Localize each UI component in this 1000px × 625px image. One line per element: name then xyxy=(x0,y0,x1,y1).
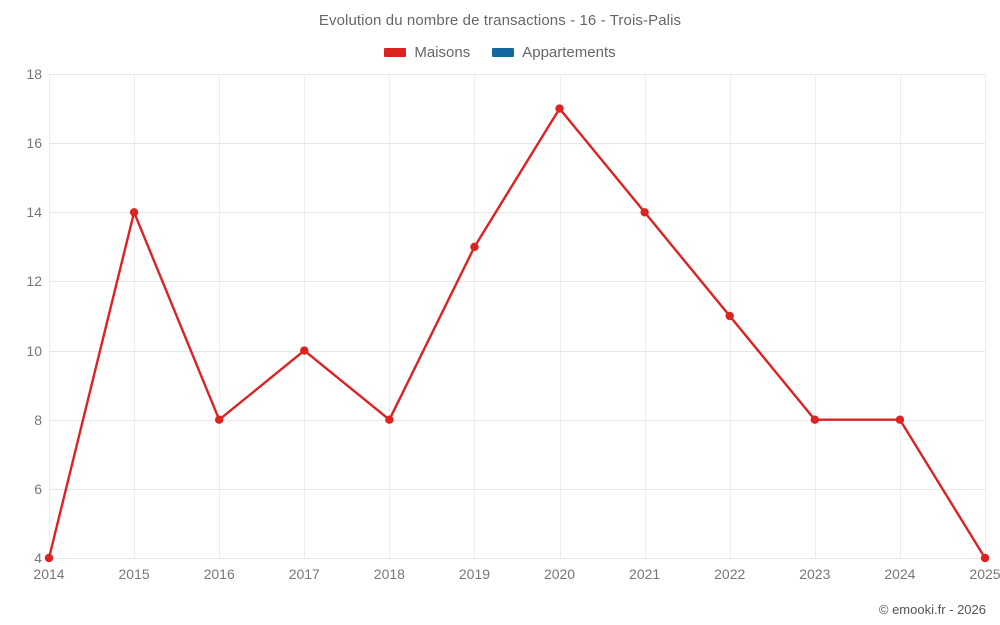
x-tick-label: 2023 xyxy=(799,566,831,582)
legend-item-label: Appartements xyxy=(522,44,616,61)
legend-item-appartements[interactable]: Appartements xyxy=(492,44,616,61)
x-tick-label: 2020 xyxy=(543,566,576,582)
x-axis: 2014 2015 2016 2017 2018 2019 2020 2021 2022 2023… xyxy=(33,566,1000,588)
data-point-marker[interactable] xyxy=(980,553,990,563)
x-tick-label: 2019 xyxy=(458,566,491,582)
legend-item-maisons[interactable]: Maisons xyxy=(384,44,470,61)
x-tick-label: 2014 xyxy=(33,566,65,582)
series-line-maisons xyxy=(47,107,987,560)
x-tick-label: 2015 xyxy=(118,566,150,582)
gridline-horizontal xyxy=(49,74,985,75)
series-layer xyxy=(44,104,990,563)
legend-swatch-icon xyxy=(384,48,407,57)
plot-area xyxy=(44,74,990,563)
gridline-vertical xyxy=(559,74,561,558)
gridline-horizontal xyxy=(49,143,985,145)
gridline-vertical xyxy=(644,74,646,558)
gridline-vertical xyxy=(304,74,306,558)
chart-title: Evolution du nombre de transactions - 16… xyxy=(318,12,682,29)
gridline-horizontal xyxy=(49,350,985,352)
data-point-marker[interactable] xyxy=(44,553,54,563)
x-tick-label: 2016 xyxy=(203,566,235,582)
y-tick-label: 4 xyxy=(34,550,42,566)
y-tick-label: 14 xyxy=(26,204,42,221)
gridline-horizontal xyxy=(49,419,985,421)
gridline-vertical xyxy=(814,74,816,558)
data-point-marker[interactable] xyxy=(300,346,309,355)
data-point-marker[interactable] xyxy=(129,208,139,217)
y-tick-label: 12 xyxy=(26,273,42,290)
y-axis: 4 6 8 10 12 14 16 18 xyxy=(0,66,42,566)
gridline-vertical xyxy=(219,74,221,558)
data-point-marker[interactable] xyxy=(470,242,479,252)
gridline-horizontal xyxy=(49,488,985,490)
x-tick-label: 2018 xyxy=(373,566,405,582)
x-tick-label: 2017 xyxy=(288,566,320,582)
chart-legend: Maisons Appartements xyxy=(0,44,1000,61)
footer-credit: © emooki.fr - 2026 xyxy=(878,602,986,617)
gridline-vertical xyxy=(899,74,901,558)
gridline-vertical xyxy=(985,74,986,558)
x-tick-label: 2024 xyxy=(884,566,916,582)
data-point-marker[interactable] xyxy=(640,208,649,217)
x-tick-label: 2025 xyxy=(969,566,1000,582)
gridline-horizontal xyxy=(49,281,985,283)
data-point-marker[interactable] xyxy=(385,415,394,424)
x-tick-label: 2022 xyxy=(714,566,746,582)
y-tick-label: 6 xyxy=(34,480,42,497)
data-point-marker[interactable] xyxy=(810,415,820,424)
y-tick-label: 18 xyxy=(26,66,42,82)
data-point-marker[interactable] xyxy=(214,415,224,424)
x-tick-label: 2021 xyxy=(629,566,661,582)
gridline-horizontal xyxy=(49,558,985,559)
legend-item-label: Maisons xyxy=(414,44,471,61)
y-tick-label: 8 xyxy=(34,411,42,428)
gridline-vertical xyxy=(474,74,476,558)
legend-swatch-icon xyxy=(492,48,515,57)
gridline-vertical xyxy=(134,74,136,558)
gridline-horizontal xyxy=(49,212,985,214)
gridline-vertical xyxy=(389,74,391,558)
gridline-vertical xyxy=(49,74,50,558)
data-point-marker[interactable] xyxy=(895,415,905,424)
y-tick-label: 16 xyxy=(26,135,42,152)
data-point-marker[interactable] xyxy=(555,104,564,113)
y-tick-label: 10 xyxy=(26,342,42,359)
data-point-marker[interactable] xyxy=(725,311,734,321)
